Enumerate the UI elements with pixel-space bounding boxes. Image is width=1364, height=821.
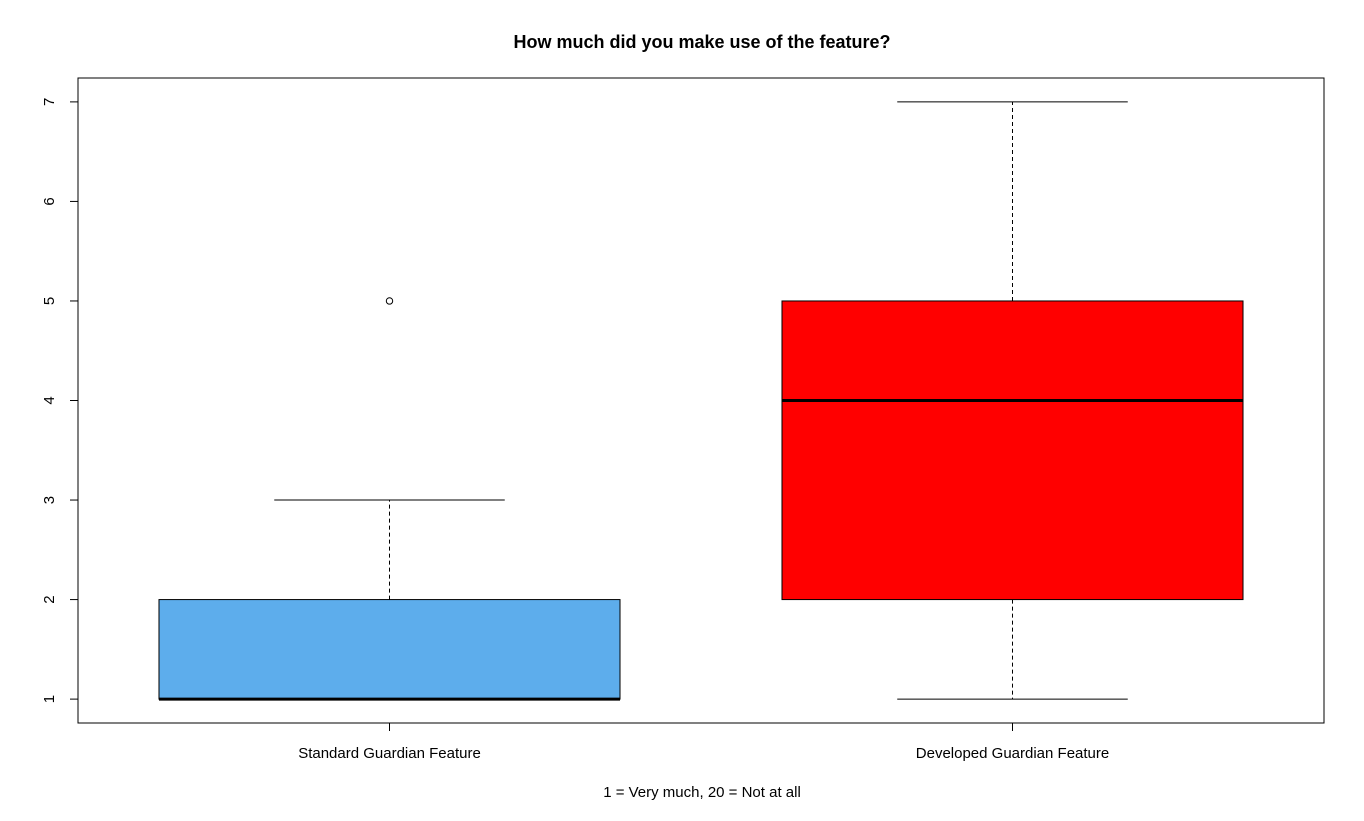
y-tick-label: 1 <box>41 695 58 703</box>
boxes-group <box>158 101 1244 701</box>
x-tick-label: Developed Guardian Feature <box>916 745 1109 762</box>
y-tick-label: 5 <box>41 297 58 305</box>
y-tick-label: 6 <box>41 197 58 205</box>
x-axis: Standard Guardian Feature Developed Guard… <box>298 723 1109 762</box>
y-tick-label: 3 <box>41 496 58 504</box>
x-axis-label: 1 = Very much, 20 = Not at all <box>603 784 801 801</box>
y-tick-label: 2 <box>41 595 58 603</box>
box-iqr <box>158 599 621 700</box>
y-axis: 1 2 3 4 5 6 7 <box>41 98 79 703</box>
chart-title: How much did you make use of the feature… <box>513 32 890 52</box>
y-tick-label: 4 <box>41 396 58 404</box>
x-tick-label: Standard Guardian Feature <box>298 745 481 762</box>
y-tick-label: 7 <box>41 98 58 106</box>
box-iqr <box>781 300 1244 601</box>
outlier-point <box>385 297 394 305</box>
